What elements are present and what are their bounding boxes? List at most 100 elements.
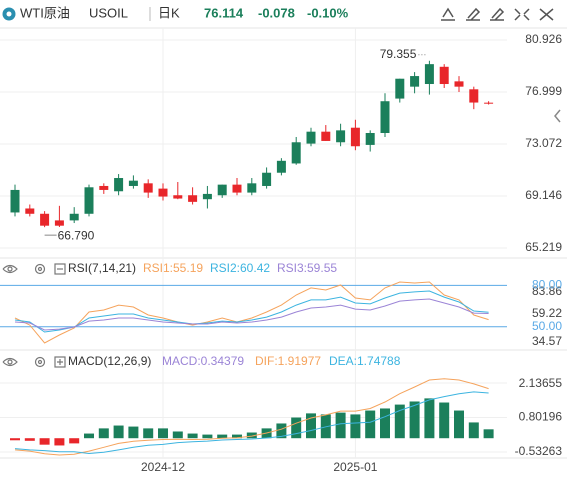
macd-bar: [483, 429, 494, 439]
candle-body: [410, 76, 420, 87]
settings-icon[interactable]: [34, 356, 46, 368]
y-tick-label: 80.926: [525, 32, 562, 46]
macd-bar: [439, 402, 450, 439]
logo-dot: [6, 11, 12, 17]
candle-body: [454, 81, 464, 87]
macd-bar: [39, 438, 50, 445]
macd-bar: [84, 433, 94, 439]
candle-body: [380, 101, 390, 134]
macd-bar: [246, 432, 257, 439]
candle-body: [128, 180, 138, 186]
macd-bar: [394, 404, 405, 439]
candle-body: [395, 78, 405, 99]
macd-bar: [335, 412, 346, 439]
macd-bar: [424, 398, 435, 439]
eye-icon[interactable]: [2, 264, 18, 274]
macd-bar: [380, 408, 390, 439]
macd-icons: [2, 356, 66, 368]
candle-body: [321, 131, 331, 141]
candle-body: [424, 64, 434, 85]
tool-button[interactable]: [466, 7, 481, 21]
candle-body: [25, 208, 35, 214]
candle-body: [336, 130, 346, 143]
tool-button[interactable]: [441, 7, 455, 21]
macd-bar: [54, 438, 65, 446]
y-tick-label: -0.53263: [515, 444, 563, 458]
eye-icon[interactable]: [2, 357, 18, 367]
y-tick-label: 83.86: [532, 284, 562, 298]
change: -0.078: [258, 5, 295, 20]
indicator-line: [14, 378, 489, 456]
candle-body: [262, 172, 272, 186]
macd-bar: [24, 438, 35, 441]
y-tick-label: 0.80196: [519, 410, 563, 424]
period[interactable]: 日K: [158, 5, 180, 20]
candle-body: [99, 185, 109, 190]
collapse-icon[interactable]: [54, 263, 66, 275]
legend-entry: RSI3:59.55: [277, 261, 337, 275]
candle-body: [484, 102, 494, 104]
macd-bar: [10, 438, 20, 441]
legend-entry: DIF:1.91977: [255, 354, 321, 368]
rsi-icons: [2, 263, 66, 275]
price: 76.114: [204, 5, 244, 20]
macd-bar: [158, 428, 168, 439]
change-pct: -0.10%: [307, 5, 349, 20]
macd-bar: [291, 417, 302, 439]
y-tick-label: 73.072: [525, 136, 562, 150]
candle-body: [69, 213, 79, 221]
settings-icon[interactable]: [34, 263, 46, 275]
rsi-title: RSI(7,14,21): [68, 261, 136, 275]
x-tick-label: 2024-12: [141, 460, 185, 474]
candle-body: [247, 183, 257, 193]
candle-body: [40, 213, 50, 226]
candle-body: [202, 193, 212, 200]
indicator-line: [14, 281, 489, 344]
y-tick-label: 2.13655: [519, 376, 563, 390]
y-tick-label: 65.219: [525, 240, 562, 254]
candle-body: [143, 183, 153, 193]
collapse-icon[interactable]: [54, 356, 66, 368]
indicator-line: [14, 391, 489, 455]
y-tick-label: 69.146: [525, 188, 562, 202]
candle-body: [306, 131, 316, 144]
candle-body: [291, 142, 301, 164]
level-label: 80.00: [532, 277, 562, 291]
macd-bar: [232, 434, 242, 439]
legend-entry: RSI1:55.19: [143, 261, 203, 275]
candle-body: [188, 195, 198, 202]
candle-body: [350, 127, 360, 147]
candle-body: [54, 220, 64, 226]
tool-button[interactable]: [514, 8, 530, 21]
collapse-button[interactable]: [554, 109, 561, 123]
macd-bar: [69, 438, 80, 444]
tool-button[interactable]: [490, 7, 505, 21]
candle-body: [173, 195, 183, 199]
macd-bar: [454, 410, 464, 439]
macd-bar: [306, 413, 316, 439]
x-tick-label: 2025-01: [333, 460, 377, 474]
candle-body: [232, 184, 242, 193]
candle-body: [158, 188, 168, 197]
macd-bar: [143, 428, 154, 439]
macd-bar: [468, 422, 479, 439]
macd-bar: [187, 433, 198, 439]
legend-entry: RSI2:60.42: [210, 261, 270, 275]
y-tick-label: 76.999: [525, 84, 562, 98]
tool-button[interactable]: [539, 8, 554, 21]
legend-entry: DEA:1.74788: [329, 354, 401, 368]
y-tick-label: 59.22: [532, 306, 562, 320]
macd-bar: [276, 423, 287, 439]
instrument-name: WTI原油: [20, 5, 70, 20]
candle-body: [365, 133, 375, 145]
macd-title: MACD(12,26,9): [68, 354, 151, 368]
macd-bar: [409, 401, 420, 439]
macd-bar: [202, 434, 213, 439]
candle-body: [84, 187, 94, 214]
legend-entry: MACD:0.34379: [162, 354, 244, 368]
macd-bar: [128, 426, 139, 439]
level-label: 50.00: [532, 319, 562, 333]
macd-bar: [172, 431, 183, 439]
